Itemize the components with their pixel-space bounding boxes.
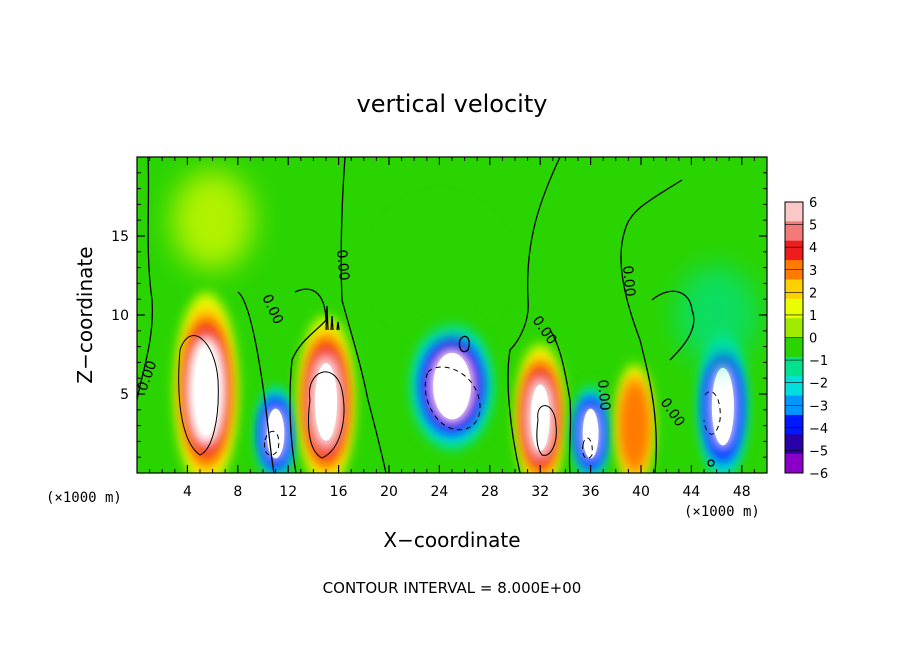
velocity-cell [380, 206, 498, 329]
colorbar-tick-label: −5 [809, 444, 828, 459]
velocity-core [530, 384, 550, 451]
contour-line [289, 288, 327, 473]
y-axis: 5 10 15 [111, 172, 767, 458]
y-tick-label: 15 [111, 229, 129, 245]
y-axis-label: Z−coordinate [73, 246, 97, 383]
contour-label: 0.00 [333, 249, 352, 281]
colorbar-swatch [785, 221, 803, 242]
contour-line [536, 405, 557, 456]
plot-area [137, 157, 767, 473]
contour-spikes [325, 305, 340, 331]
x-tick-label: 12 [279, 484, 297, 500]
velocity-band [625, 393, 645, 459]
colorbar-swatch [785, 434, 803, 455]
velocity-cell [695, 320, 751, 473]
x-tick-label: 32 [531, 484, 549, 500]
velocity-cell [253, 378, 298, 473]
contour-line [178, 335, 219, 456]
contour-line [582, 437, 593, 459]
contour-label: 0.00 [619, 265, 638, 297]
contour-line [308, 371, 345, 459]
colorbar-swatch [785, 453, 803, 474]
contour-line [651, 290, 695, 361]
contour-line [507, 157, 561, 473]
velocity-cell [616, 364, 653, 473]
velocity-core [711, 367, 734, 446]
colorbar-swatch [785, 356, 803, 377]
y-tick-label: 5 [120, 387, 129, 403]
colorbar-swatch [785, 376, 803, 397]
x-tick-label: 20 [380, 484, 398, 500]
colorbar-tick-label: −1 [809, 354, 828, 369]
colorbar-tick-label: 4 [809, 241, 817, 256]
x-tick-label: 28 [481, 484, 499, 500]
contour-line [237, 291, 275, 473]
y-tick-label: 10 [111, 308, 129, 324]
contour-line [458, 335, 470, 353]
velocity-halo [380, 206, 498, 329]
colorbar-swatch [785, 298, 803, 319]
velocity-cell [298, 316, 354, 473]
contour-line [263, 430, 280, 456]
velocity-cell [675, 265, 758, 365]
feature-layer [171, 170, 758, 473]
contour-line [340, 157, 387, 473]
colorbar-tick-label: 2 [809, 286, 817, 301]
x-tick-label: 16 [330, 484, 348, 500]
x-tick-label: 8 [233, 484, 242, 500]
x-tick-label: 48 [733, 484, 751, 500]
velocity-cell [404, 312, 500, 460]
colorbar-tick-label: −3 [809, 399, 828, 414]
colorbar-swatch [785, 337, 803, 358]
velocity-cell [171, 170, 254, 271]
velocity-cell [570, 378, 611, 473]
colorbar-tick-label: −2 [809, 377, 828, 392]
x-unit-label-left: (×1000 m) [46, 490, 122, 506]
colorbar-swatch [785, 318, 803, 338]
x-tick-label: 40 [632, 484, 650, 500]
colorbar-swatch [785, 202, 803, 222]
x-unit-label-right: (×1000 m) [684, 504, 760, 520]
x-tick-label: 44 [682, 484, 700, 500]
colorbar-tick-label: 3 [809, 264, 817, 279]
colorbar-swatch [785, 414, 803, 435]
velocity-core [433, 352, 471, 420]
velocity-core [582, 408, 599, 459]
velocity-cell [516, 344, 564, 473]
contour-label: 0.00 [594, 379, 613, 411]
x-axis: 4 8 12 16 20 24 28 32 36 40 44 48 [149, 157, 755, 500]
x-axis-label: X−coordinate [383, 528, 520, 552]
contour-interval-note: CONTOUR INTERVAL = 8.000E+00 [323, 579, 582, 597]
x-tick-label: 24 [430, 484, 448, 500]
velocity-halo [171, 170, 254, 271]
colorbar-tick-label: −4 [809, 422, 828, 437]
zero-contour-lines [137, 157, 721, 473]
contour-line [549, 329, 572, 473]
contour-line [707, 459, 715, 467]
contour-line [620, 179, 683, 473]
colorbar-tick-label: 1 [809, 309, 817, 324]
colorbar-tick-label: 0 [809, 332, 817, 347]
colorbar-swatch [785, 240, 803, 261]
colorbar: 6 5 4 3 2 1 0 −1 −2 −3 −4 −5 −6 [784, 196, 828, 482]
contour-line [424, 366, 481, 431]
colorbar-tick-label: 5 [809, 219, 817, 234]
colorbar-tick-label: −6 [809, 467, 828, 482]
colorbar-tick-label: 6 [809, 196, 817, 211]
velocity-core [314, 363, 338, 441]
x-tick-label: 36 [582, 484, 600, 500]
x-tick-label: 4 [183, 484, 192, 500]
velocity-core [266, 408, 285, 459]
colorbar-swatch [785, 279, 803, 300]
contour-line [137, 157, 154, 401]
velocity-halo [675, 265, 758, 365]
velocity-core [194, 346, 219, 436]
chart-title: vertical velocity [357, 90, 548, 118]
velocity-cell [175, 292, 237, 473]
contour-line [703, 391, 721, 435]
